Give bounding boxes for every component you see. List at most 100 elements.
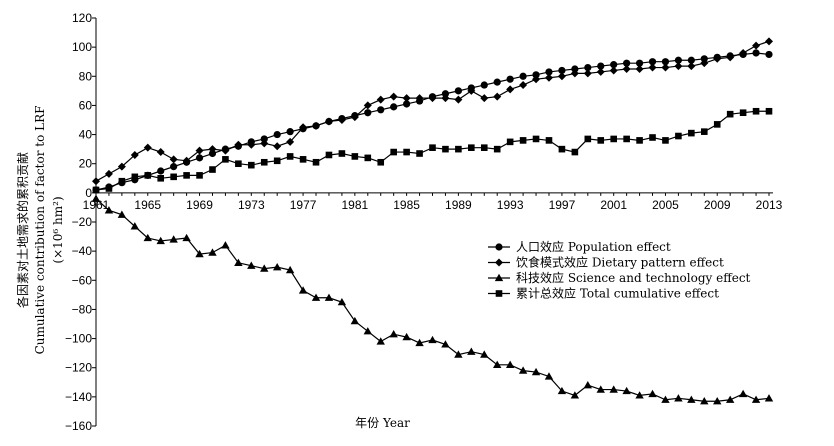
data-point-dietary [260,139,269,148]
data-point-total [364,154,372,162]
data-point-dietary [622,65,631,73]
data-point-technology [234,258,243,266]
data-point-dietary [182,156,191,165]
data-point-dietary [557,72,566,81]
legend-label: 饮食模式效应 Dietary pattern effect [516,255,724,270]
data-point-population [519,72,527,80]
data-point-dietary [467,86,476,95]
data-point-technology [91,194,101,202]
data-point-population [584,63,592,72]
data-point-population [364,109,372,117]
data-point-technology [389,330,398,338]
legend-item-population: 人口效应 Population effect [488,239,671,254]
data-point-total [519,137,527,144]
data-point-dietary [648,63,657,72]
data-point-dietary [169,155,178,164]
data-point-total [455,145,462,153]
data-point-technology [298,286,308,294]
x-tick-label: 1977 [290,198,317,212]
data-point-total [325,151,333,159]
data-point-dietary [570,69,579,78]
data-point-dietary [337,116,346,124]
y-tick-label: 120 [72,11,92,25]
data-point-population [661,58,670,66]
data-point-technology [441,340,450,348]
data-point-population [260,135,268,143]
data-point-dietary [273,142,282,151]
x-tick-label: 1973 [238,198,265,212]
legend-item-technology: 科技效应 Science and technology effect [488,270,751,285]
data-point-population [506,75,514,83]
legend-marker [495,290,503,297]
data-point-technology [687,395,696,403]
data-point-total [105,185,113,192]
data-point-technology [363,327,372,335]
data-point-dietary [726,53,735,62]
data-point-total [312,158,320,166]
y-axis-title-en: Cumulative contribution of factor to LRF [33,106,47,355]
data-point-total [713,121,721,128]
data-point-dietary [441,94,450,103]
data-point-population [623,59,631,67]
data-point-population [545,68,553,76]
data-point-technology [285,265,295,274]
data-point-dietary [363,101,372,110]
data-point-population [532,71,540,79]
data-point-technology [674,394,683,402]
data-point-technology [247,261,256,269]
data-point-population [403,100,411,108]
data-point-technology [738,389,748,398]
data-point-total [235,160,242,168]
data-point-dietary [104,169,113,178]
data-point-dietary [532,75,541,84]
y-tick-label: 40 [79,128,93,142]
data-point-dietary [687,62,696,71]
data-point-dietary [454,95,463,104]
series-population [92,49,773,194]
data-point-technology [531,367,541,376]
data-point-total [726,110,734,118]
data-point-dietary [493,92,502,101]
data-point-dietary [350,113,359,122]
data-point-total [700,128,708,135]
data-point-technology [648,389,657,398]
data-point-technology [104,206,114,214]
legend-marker [495,258,503,267]
data-point-population [687,56,695,64]
data-point-total [429,144,436,151]
x-tick-label: 2001 [600,198,627,212]
data-point-technology [518,366,528,374]
legend-item-total: 累计总效应 Total cumulative effect [488,286,719,301]
data-point-dietary [609,66,618,75]
data-point-total [662,137,669,144]
data-point-dietary [156,148,165,157]
data-point-dietary [583,69,592,78]
legend-marker [494,273,504,282]
data-point-dietary [674,62,683,71]
data-point-dietary [376,95,385,104]
data-point-technology [311,293,321,301]
data-point-total [636,137,643,144]
data-point-population [610,61,618,69]
data-point-total [377,158,385,166]
data-point-technology [725,395,735,403]
data-point-total [532,135,540,143]
data-point-dietary [700,59,709,68]
x-tick-label: 1965 [134,198,161,212]
data-point-population [208,149,217,158]
data-point-dietary [247,140,256,149]
data-point-dietary [544,73,553,82]
data-point-total [623,135,630,143]
data-point-total [338,150,346,157]
data-point-dietary [143,143,152,152]
y-tick-label: −160 [65,419,92,433]
data-point-dietary [519,81,528,90]
data-point-dietary [402,94,411,103]
data-point-technology [415,338,424,347]
series-total [92,107,773,194]
data-point-total [118,177,126,185]
data-point-total [739,109,747,117]
legend-marker [495,243,503,251]
data-point-total [273,157,281,165]
y-tick-label: −40 [72,244,93,258]
